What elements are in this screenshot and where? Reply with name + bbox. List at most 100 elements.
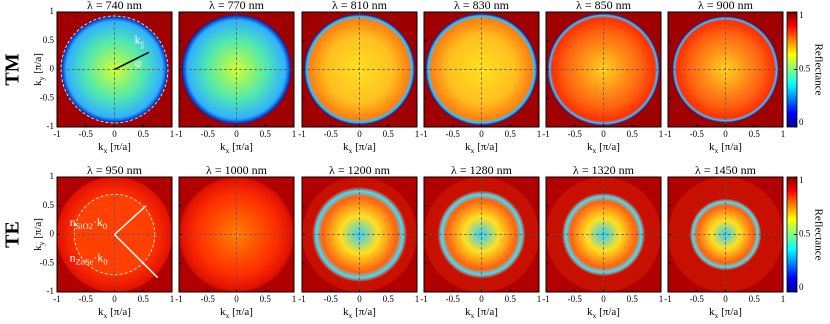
y-tick-label: 0 (50, 229, 55, 239)
y-tick-label: -1 (47, 121, 55, 131)
x-tick-label: -0.5 (324, 294, 339, 304)
panel (668, 177, 783, 292)
y-tick-label: 1 (50, 171, 55, 181)
sub: x (715, 311, 719, 320)
sub: SiO2 (76, 222, 93, 231)
sub: x (593, 311, 597, 320)
label: nSiO2·k0 (70, 215, 107, 232)
panel (668, 12, 783, 127)
x-tick-label: -0.5 (201, 294, 216, 304)
panel (302, 177, 417, 292)
x-tick-label: 0 (234, 129, 239, 139)
label: kx [π/a] (98, 141, 131, 156)
x-tick-label: -0.5 (690, 294, 705, 304)
cb-label: Reflectance (812, 209, 824, 261)
cb-tick-label: 0 (799, 282, 804, 292)
x-tick-label: 0.5 (383, 129, 395, 139)
x-tick-label: 0 (112, 129, 117, 139)
base: k (343, 306, 349, 318)
panel-title: λ = 740 nm (87, 0, 143, 12)
x-tick-label: 0 (234, 294, 239, 304)
panel-title: λ = 1000 nm (206, 163, 268, 177)
sub: ZnSe (76, 258, 94, 267)
panel-title: λ = 770 nm (209, 0, 265, 12)
panel (546, 177, 661, 292)
x-tick-label: 0.5 (627, 129, 639, 139)
x-tick-label: 0 (479, 129, 484, 139)
phi: φ (135, 56, 142, 70)
label: kx [π/a] (587, 141, 620, 156)
x-tick-label: -0.5 (446, 294, 461, 304)
x-tick-label: -1 (53, 129, 61, 139)
label: kx [π/a] (709, 141, 742, 156)
label: nZnSe·k0 (70, 250, 108, 267)
x-tick-label: -0.5 (324, 129, 339, 139)
panel-title: λ = 830 nm (454, 0, 510, 12)
label: kx [π/a] (343, 306, 376, 321)
x-tick-label: 1 (170, 294, 175, 304)
x-tick-label: 1 (537, 129, 542, 139)
cb-label: Reflectance (812, 44, 824, 96)
x-tick-label: -1 (175, 129, 183, 139)
sub: x (471, 311, 475, 320)
x-tick-label: -1 (542, 294, 550, 304)
panel (179, 12, 294, 127)
panel (179, 177, 294, 292)
base: k (220, 141, 226, 153)
x-tick-label: 1 (537, 294, 542, 304)
base: n (70, 215, 76, 229)
base: k (465, 306, 471, 318)
base: n (70, 250, 76, 264)
base: k (709, 141, 715, 153)
panel-title: λ = 850 nm (576, 0, 632, 12)
sub: x (226, 146, 230, 155)
label: kx [π/a] (465, 306, 498, 321)
panel (424, 177, 539, 292)
x-tick-label: -0.5 (568, 294, 583, 304)
x-tick-label: -1 (420, 129, 428, 139)
x-tick-label: -0.5 (79, 129, 94, 139)
base: k (32, 245, 44, 251)
x-tick-label: 1 (415, 129, 420, 139)
panel-title: λ = 810 nm (332, 0, 388, 12)
x-tick-label: -1 (298, 294, 306, 304)
cb-tick-label: 0.5 (799, 229, 811, 239)
panel-title: λ = 1450 nm (695, 163, 757, 177)
y-tick-label: 0 (50, 64, 55, 74)
x-tick-label: 1 (292, 129, 297, 139)
panel-title: λ = 1200 nm (329, 163, 391, 177)
sub: x (349, 146, 353, 155)
x-tick-label: 0.5 (749, 294, 761, 304)
unit: [π/a] (107, 141, 131, 153)
panel-title: λ = 1320 nm (573, 163, 635, 177)
label: kx [π/a] (587, 306, 620, 321)
x-tick-label: 0.5 (260, 129, 272, 139)
sub: x (715, 146, 719, 155)
cb-tick-label: 1 (799, 175, 804, 185)
unit: [π/a] (596, 141, 620, 153)
x-tick-label: -0.5 (201, 129, 216, 139)
x-tick-label: 0.5 (627, 294, 639, 304)
unit: [π/a] (474, 141, 498, 153)
sub: x (593, 146, 597, 155)
panel (424, 12, 539, 127)
label: ky [π/a] (32, 218, 47, 251)
panel (302, 12, 417, 127)
panel-title: λ = 950 nm (87, 163, 143, 177)
unit: [π/a] (32, 53, 44, 77)
x-tick-label: 1 (415, 294, 420, 304)
label: ky [π/a] (32, 53, 47, 86)
y-tick-label: -0.5 (40, 92, 55, 102)
sub: y (37, 241, 46, 245)
arrow (113, 233, 159, 279)
panel (546, 12, 661, 127)
x-tick-label: 0 (479, 294, 484, 304)
row-label: TM (2, 53, 24, 85)
unit: [π/a] (352, 141, 376, 153)
x-tick-label: -0.5 (690, 129, 705, 139)
cb-tick-label: 1 (799, 10, 804, 20)
x-tick-label: 0.5 (749, 129, 761, 139)
x-tick-label: -0.5 (446, 129, 461, 139)
x-tick-label: 0 (723, 129, 728, 139)
base: k (709, 306, 715, 318)
